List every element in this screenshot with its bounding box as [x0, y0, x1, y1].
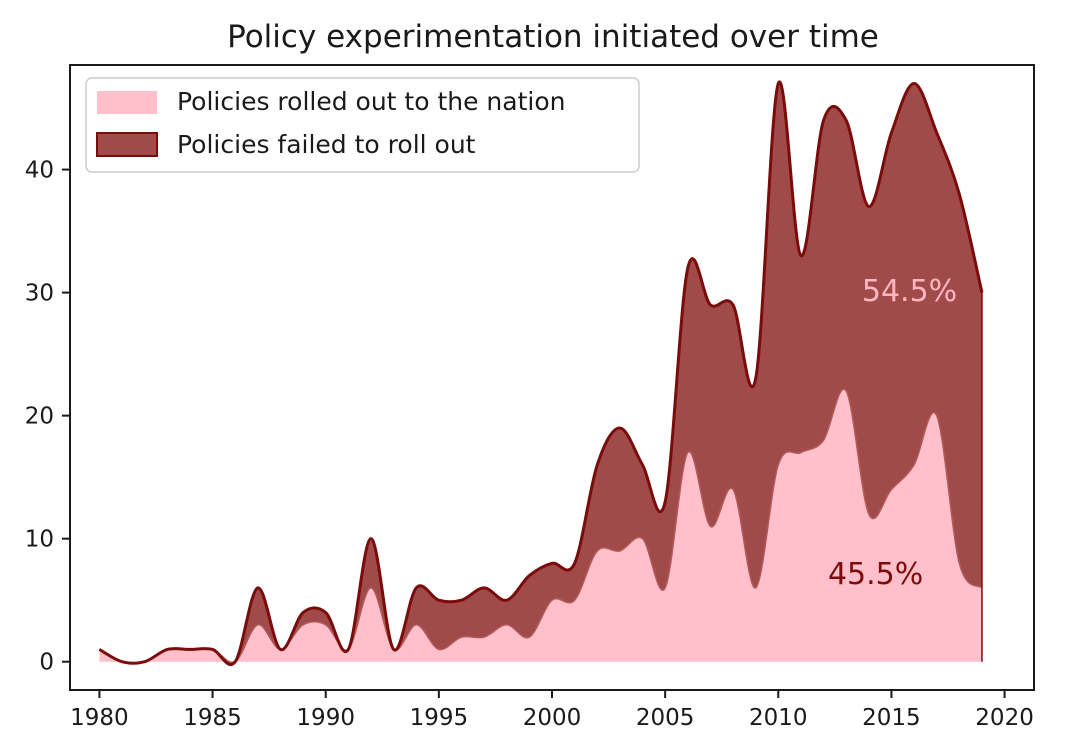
- x-tick-label: 2010: [749, 705, 808, 731]
- annotations: 54.5% 45.5%: [828, 274, 957, 592]
- legend-frame: [85, 77, 640, 173]
- x-tick-label: 1990: [296, 705, 355, 731]
- area-policies-rolled-out: [99, 389, 982, 664]
- line-rolled-out-boundary: [99, 388, 983, 664]
- y-tick-label: 40: [25, 158, 54, 184]
- y-tick-label: 0: [39, 650, 54, 676]
- legend-swatch-failed: [96, 132, 158, 157]
- x-tick-label: 2015: [862, 705, 921, 731]
- plot-area: [98, 80, 984, 666]
- y-axis: 0 10 20 30 40: [25, 158, 70, 676]
- x-tick-label: 1985: [183, 705, 242, 731]
- x-tick-label: 2020: [975, 705, 1034, 731]
- annotation-percent-0: 54.5%: [862, 274, 957, 309]
- line-total: [98, 80, 984, 666]
- y-tick-label: 10: [25, 527, 54, 553]
- y-tick-label: 30: [25, 281, 54, 307]
- legend-label-rolled-out: Policies rolled out to the nation: [177, 87, 566, 116]
- y-tick-label: 20: [25, 404, 54, 430]
- chart-title: Policy experimentation initiated over ti…: [227, 19, 879, 55]
- x-tick-label: 1995: [410, 705, 469, 731]
- x-axis: 1980 1985 1990 1995 2000 2005 2010 2015 2020: [70, 690, 1034, 731]
- x-tick-label: 2000: [523, 705, 582, 731]
- legend: Policies rolled out to the nation Polici…: [85, 77, 640, 173]
- annotation-percent-1: 45.5%: [828, 557, 923, 592]
- legend-label-failed: Policies failed to roll out: [177, 130, 476, 159]
- x-tick-label: 1980: [70, 705, 129, 731]
- legend-swatch-rolled-out: [97, 91, 157, 114]
- x-tick-label: 2005: [636, 705, 695, 731]
